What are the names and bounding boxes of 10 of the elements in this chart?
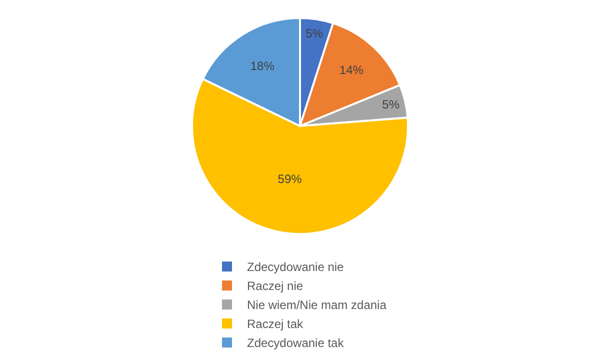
- data-label: 18%: [250, 59, 275, 74]
- legend-label: Raczej tak: [247, 317, 304, 332]
- legend-label: Zdecydowanie tak: [247, 336, 345, 350]
- legend-label: Nie wiem/Nie mam zdania: [247, 298, 387, 312]
- data-label: 59%: [278, 172, 302, 186]
- data-label: 14%: [339, 63, 364, 78]
- data-label: 5%: [382, 97, 400, 112]
- legend-label: Raczej nie: [247, 279, 304, 294]
- legend-label: Zdecydowanie nie: [247, 260, 344, 274]
- data-label: 5%: [306, 26, 324, 41]
